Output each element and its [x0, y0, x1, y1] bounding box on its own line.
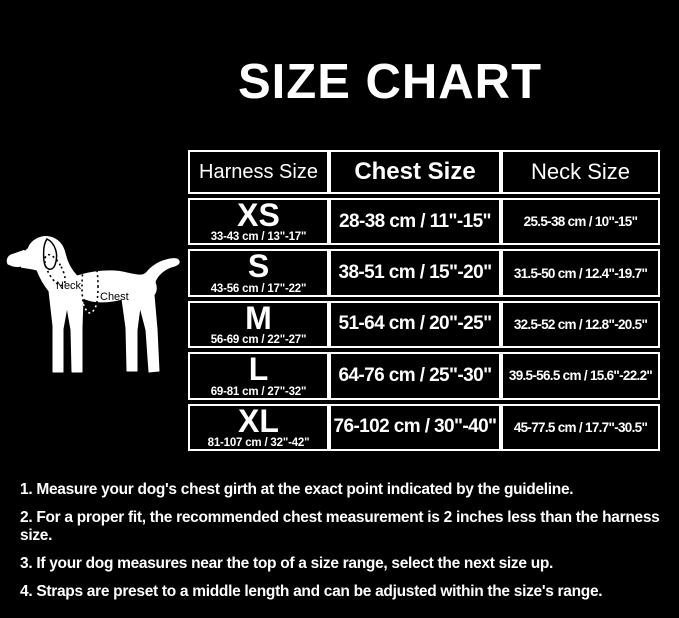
chest-size-cell: 76-102 cm / 30"-40" — [329, 403, 501, 451]
table-row-s: S 43-56 cm / 17"-22" 38-51 cm / 15"-20" … — [188, 249, 660, 297]
table-row-xs: XS 33-43 cm / 13"-17" 28-38 cm / 11"-15"… — [188, 198, 660, 246]
size-label: M — [245, 300, 272, 336]
fitting-notes: 1. Measure your dog's chest girth at the… — [20, 481, 676, 611]
col-header-chest-size: Chest Size — [329, 150, 501, 194]
chest-size-cell: 64-76 cm / 25"-30" — [329, 352, 501, 400]
neck-size-cell: 25.5-38 cm / 10"-15" — [501, 198, 660, 246]
size-label: S — [247, 249, 270, 285]
note-1: 1. Measure your dog's chest girth at the… — [20, 481, 574, 498]
col-header-harness-size: Harness Size — [188, 150, 329, 194]
size-label: L — [248, 352, 269, 388]
dog-mouth-line — [8, 265, 22, 269]
harness-size-cell: XL 81-107 cm / 32"-42" — [188, 403, 329, 451]
size-range: 43-56 cm / 17"-22" — [210, 282, 307, 295]
neck-label: Neck — [56, 280, 82, 292]
table-row-l: L 69-81 cm / 27"-32" 64-76 cm / 25"-30" … — [188, 352, 660, 400]
dog-eye-icon — [23, 247, 27, 251]
header-row: Harness Size Chest Size Neck Size — [188, 150, 660, 194]
neck-size-cell: 32.5-52 cm / 12.8"-20.5" — [501, 300, 660, 349]
size-range: 56-69 cm / 22"-27" — [210, 334, 307, 347]
chest-label: Chest — [100, 291, 129, 303]
table-row-xl: XL 81-107 cm / 32"-42" 76-102 cm / 30"-4… — [188, 403, 660, 451]
size-table: Harness Size Chest Size Neck Size XS 33-… — [188, 146, 660, 455]
harness-size-cell: S 43-56 cm / 17"-22" — [188, 249, 329, 297]
col-header-neck-size: Neck Size — [501, 150, 660, 194]
neck-size-cell: 39.5-56.5 cm / 15.6"-22.2" — [501, 352, 660, 400]
note-2: 2. For a proper fit, the recommended che… — [20, 509, 660, 544]
harness-size-cell: M 56-69 cm / 22"-27" — [188, 300, 329, 349]
size-label: XL — [238, 403, 279, 439]
harness-size-cell: XS 33-43 cm / 13"-17" — [188, 198, 329, 246]
chest-guideline-below-body — [82, 303, 98, 314]
size-label: XS — [237, 198, 280, 233]
chest-size-cell: 38-51 cm / 15"-20" — [329, 249, 501, 297]
dog-silhouette-shape — [6, 236, 180, 373]
neck-size-cell: 31.5-50 cm / 12.4"-19.7" — [501, 249, 660, 297]
chest-size-cell: 28-38 cm / 11"-15" — [329, 198, 501, 246]
size-range: 81-107 cm / 32"-42" — [207, 436, 310, 449]
size-range: 69-81 cm / 27"-32" — [210, 385, 307, 398]
chest-size-cell: 51-64 cm / 20"-25" — [329, 300, 501, 349]
size-range: 33-43 cm / 13"-17" — [210, 231, 307, 244]
page-title: SIZE CHART — [238, 55, 542, 109]
harness-size-cell: L 69-81 cm / 27"-32" — [188, 352, 329, 400]
dog-measurement-diagram: Neck Chest — [6, 236, 180, 373]
chest-measure-guideline — [81, 252, 99, 320]
note-3: 3. If your dog measures near the top of … — [20, 555, 554, 572]
note-4: 4. Straps are preset to a middle length … — [20, 583, 603, 600]
table-row-m: M 56-69 cm / 22"-27" 51-64 cm / 20"-25" … — [188, 300, 660, 349]
neck-size-cell: 45-77.5 cm / 17.7"-30.5" — [501, 403, 660, 451]
